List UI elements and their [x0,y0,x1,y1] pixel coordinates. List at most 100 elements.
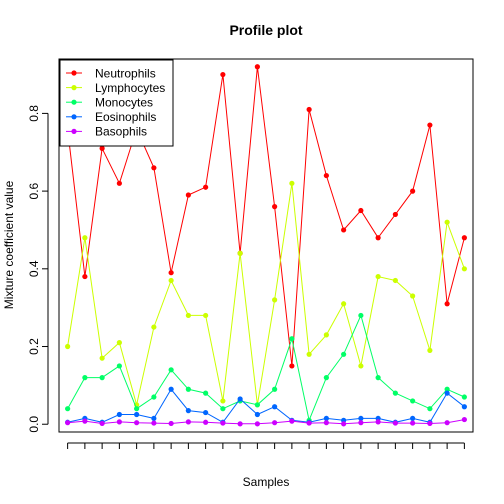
data-point-eosinophils [134,411,140,418]
data-point-monocytes [185,386,191,392]
data-point-lymphocytes [272,297,278,303]
data-point-neutrophils [272,204,278,210]
data-point-lymphocytes [375,273,381,280]
data-point-lymphocytes [185,312,191,319]
data-point-lymphocytes [116,340,122,346]
data-point-eosinophils [323,415,329,422]
data-point-basophils [168,420,174,427]
data-point-basophils [65,420,71,426]
data-point-monocytes [203,390,209,396]
data-point-lymphocytes [289,180,295,186]
legend-swatch-point-neutrophils [71,70,77,76]
series-lymphocytes [65,180,467,408]
data-point-lymphocytes [410,293,416,299]
data-point-basophils [272,420,278,426]
legend-swatch-point-lymphocytes [71,85,77,91]
data-point-monocytes [392,390,398,396]
data-point-lymphocytes [427,347,433,354]
data-point-lymphocytes [65,343,71,350]
data-point-basophils [427,420,433,427]
data-point-basophils [99,420,105,427]
y-tick-label: 0.4 [27,260,41,277]
data-point-monocytes [254,402,260,408]
legend-label-monocytes: Monocytes [95,96,153,110]
data-point-eosinophils [116,411,122,418]
y-axis-label: Mixture coefficient value [2,180,16,309]
data-point-basophils [203,419,209,425]
data-point-basophils [341,421,347,427]
data-point-monocytes [410,398,416,404]
data-point-eosinophils [272,404,278,410]
data-point-neutrophils [254,64,260,70]
data-point-neutrophils [220,71,226,78]
data-point-eosinophils [410,415,416,422]
data-point-monocytes [65,406,71,412]
data-point-neutrophils [427,122,433,128]
data-point-monocytes [99,375,105,381]
x-axis-label: Samples [243,475,290,489]
legend: NeutrophilsLymphocytesMonocytesEosinophi… [59,59,174,147]
data-point-neutrophils [99,145,105,151]
data-point-monocytes [341,351,347,357]
data-point-lymphocytes [220,398,226,404]
data-point-lymphocytes [323,332,329,338]
series-eosinophils [65,386,467,425]
y-tick-label: 0.6 [27,182,41,199]
data-point-lymphocytes [99,355,105,361]
y-axis: 0.0 0.2 0.4 0.6 0.8 [27,105,49,433]
data-point-monocytes [461,394,467,400]
data-point-neutrophils [82,273,88,280]
x-axis [67,442,465,449]
chart-title: Profile plot [229,22,302,38]
data-point-monocytes [444,386,450,392]
data-point-monocytes [220,406,226,412]
data-point-neutrophils [341,227,347,233]
series-monocytes [65,312,467,423]
data-point-eosinophils [151,415,157,422]
y-tick-label: 0.8 [27,105,41,122]
data-point-neutrophils [116,180,122,186]
data-point-basophils [306,420,312,426]
data-point-lymphocytes [237,250,243,256]
legend-label-neutrophils: Neutrophils [95,66,156,80]
data-point-basophils [461,416,467,423]
data-point-lymphocytes [168,277,174,284]
legend-swatch-point-basophils [71,128,77,134]
data-point-monocytes [427,406,433,412]
data-point-eosinophils [254,411,260,418]
data-point-neutrophils [323,172,329,179]
data-point-basophils [220,420,226,426]
data-point-basophils [323,420,329,426]
series-line-eosinophils [67,388,465,423]
data-point-monocytes [168,367,174,373]
data-point-monocytes [82,375,88,381]
data-point-monocytes [358,312,364,319]
data-point-eosinophils [203,409,209,416]
data-point-monocytes [151,394,157,400]
data-point-basophils [237,421,243,427]
data-point-eosinophils [168,386,174,392]
data-point-neutrophils [375,235,381,241]
series-line-lymphocytes [67,183,465,405]
data-point-neutrophils [410,188,416,194]
data-point-neutrophils [444,301,450,307]
data-point-monocytes [272,386,278,392]
data-point-neutrophils [461,235,467,241]
data-point-lymphocytes [203,312,209,319]
data-point-lymphocytes [82,235,88,241]
legend-swatch-point-eosinophils [71,114,77,120]
data-point-neutrophils [185,192,191,198]
series-line-basophils [67,419,465,425]
data-point-monocytes [375,375,381,381]
data-point-neutrophils [289,363,295,369]
data-point-lymphocytes [461,266,467,272]
data-point-basophils [444,420,450,426]
legend-label-lymphocytes: Lymphocytes [95,81,165,95]
data-point-basophils [358,420,364,426]
data-point-basophils [185,419,191,425]
data-point-neutrophils [392,211,398,218]
data-point-basophils [82,418,88,424]
data-point-eosinophils [444,390,450,396]
data-point-basophils [289,418,295,424]
